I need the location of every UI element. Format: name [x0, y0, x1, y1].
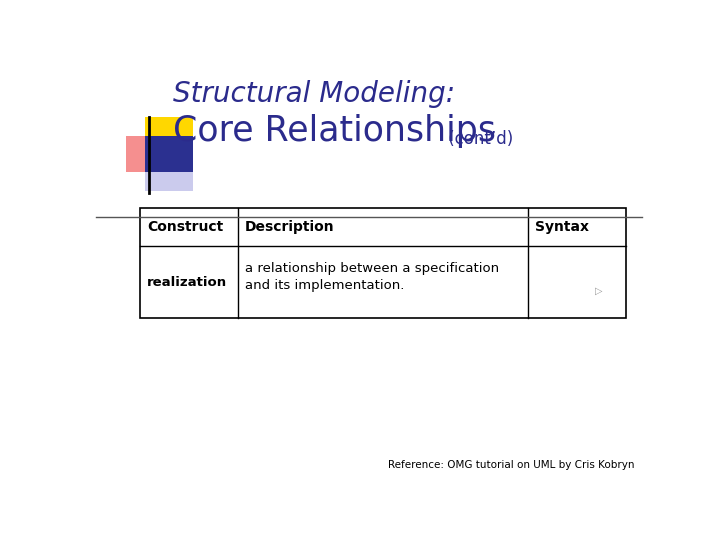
Text: Reference: OMG tutorial on UML by Cris Kobryn: Reference: OMG tutorial on UML by Cris K… — [387, 460, 634, 470]
Text: (cont’d): (cont’d) — [444, 130, 513, 148]
Text: realization: realization — [147, 275, 227, 288]
Bar — [145, 117, 193, 152]
Text: ▷: ▷ — [595, 285, 602, 295]
Text: a relationship between a specification
and its implementation.: a relationship between a specification a… — [245, 262, 499, 292]
Text: Structural Modeling:: Structural Modeling: — [173, 80, 455, 109]
Text: Description: Description — [245, 220, 334, 234]
Bar — [140, 208, 626, 319]
Bar — [145, 136, 193, 172]
Bar — [126, 136, 174, 172]
Text: Core Relationships: Core Relationships — [173, 114, 495, 148]
Text: Syntax: Syntax — [535, 220, 589, 234]
Bar — [145, 172, 193, 191]
Text: Construct: Construct — [147, 220, 223, 234]
